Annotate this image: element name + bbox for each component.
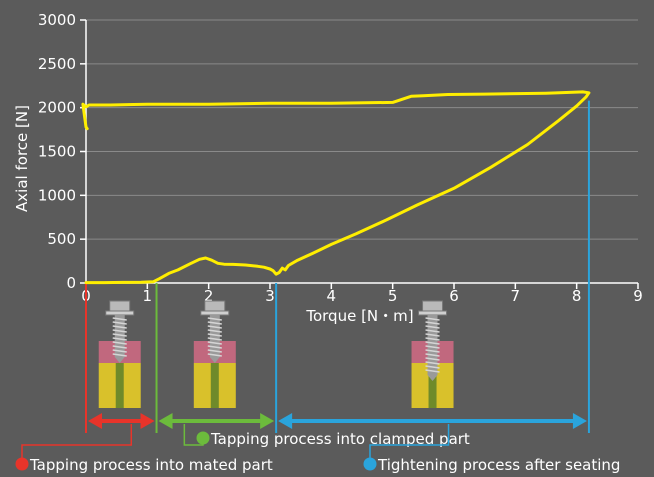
y-tick-label: 1000 bbox=[38, 186, 76, 204]
bolt-thread bbox=[425, 361, 440, 365]
bolt-thread bbox=[425, 353, 440, 357]
legend-tapping-mated: Tapping process into mated part bbox=[29, 456, 273, 474]
phase-boundaries bbox=[85, 100, 590, 433]
bolt-thread bbox=[112, 325, 127, 329]
bolt-thread bbox=[425, 321, 440, 325]
bolt-thread bbox=[112, 333, 127, 337]
legend-tightening: Tightening process after seating bbox=[377, 456, 620, 474]
bolt-thread bbox=[207, 321, 222, 325]
y-tick-label: 2000 bbox=[38, 99, 76, 117]
legend-dot bbox=[196, 431, 210, 445]
bolt-shank bbox=[209, 315, 220, 357]
series-axial-force-line bbox=[81, 90, 591, 285]
bolt-thread bbox=[112, 321, 127, 325]
phase-legend: Tapping process into mated part Tapping … bbox=[15, 424, 620, 474]
x-tick-label: 6 bbox=[449, 287, 459, 305]
phase-arrow-head-left bbox=[278, 413, 293, 429]
gridlines bbox=[86, 19, 638, 240]
phase-arrow-head-left bbox=[88, 413, 102, 429]
bolt-thread bbox=[425, 341, 440, 345]
bolt-thread bbox=[207, 337, 222, 341]
bolt-illustration bbox=[411, 300, 454, 408]
bolt-thread bbox=[207, 345, 222, 349]
x-tick-label: 8 bbox=[572, 287, 582, 305]
bolt-thread bbox=[112, 345, 127, 349]
legend-connector bbox=[21, 424, 133, 464]
bolt-thread bbox=[112, 353, 127, 357]
bolt-illustration bbox=[193, 300, 236, 408]
bolt-thread bbox=[207, 353, 222, 357]
bolt-thread bbox=[425, 317, 440, 321]
y-tick-label: 0 bbox=[66, 274, 76, 292]
bolt-washer bbox=[105, 310, 135, 316]
bolt-thread bbox=[112, 329, 127, 333]
bolt-illustration bbox=[98, 300, 141, 408]
bolt-thread bbox=[425, 333, 440, 337]
x-tick-label: 7 bbox=[511, 287, 521, 305]
y-axis-title: Axial force [N] bbox=[13, 105, 31, 212]
phase-arrow-head-left bbox=[158, 413, 173, 429]
bolt-head bbox=[109, 300, 131, 312]
y-tick-label: 2500 bbox=[38, 55, 76, 73]
bolt-washer bbox=[418, 310, 448, 316]
bolt-thread bbox=[112, 341, 127, 345]
x-tick-label: 2 bbox=[204, 287, 214, 305]
phase-arrows bbox=[88, 413, 587, 429]
x-tick-label: 1 bbox=[143, 287, 153, 305]
bolt-thread bbox=[425, 325, 440, 329]
bolt-thread bbox=[112, 337, 127, 341]
bolt-thread bbox=[425, 329, 440, 333]
bolt-head bbox=[422, 300, 444, 312]
y-tick-label: 500 bbox=[47, 230, 76, 248]
axes bbox=[80, 19, 639, 289]
bolt-thread bbox=[425, 349, 440, 353]
x-axis-title: Torque [N・m] bbox=[305, 307, 413, 325]
bolt-thread bbox=[425, 357, 440, 361]
bolt-thread bbox=[207, 341, 222, 345]
legend-dot bbox=[363, 457, 377, 471]
bolt-thread bbox=[207, 317, 222, 321]
bolt-thread bbox=[425, 337, 440, 341]
pilot-hole bbox=[210, 363, 219, 408]
bolt-thread bbox=[425, 345, 440, 349]
bolt-thread bbox=[425, 365, 440, 369]
bolt-thread bbox=[207, 329, 222, 333]
phase-arrow-head-right bbox=[572, 413, 587, 429]
bolt-shank bbox=[427, 315, 438, 375]
pilot-hole bbox=[115, 363, 124, 408]
phase-arrow-head-right bbox=[260, 413, 275, 429]
y-tick-labels: 0 500 1000 1500 2000 2500 3000 bbox=[38, 11, 76, 292]
bolt-tip bbox=[114, 357, 125, 363]
bolt-thread bbox=[207, 333, 222, 337]
bolt-thread bbox=[112, 349, 127, 353]
pilot-hole bbox=[428, 363, 437, 408]
y-tick-label: 3000 bbox=[38, 11, 76, 29]
bolt-shank bbox=[114, 315, 125, 357]
bolt-thread bbox=[112, 317, 127, 321]
x-tick-label: 3 bbox=[265, 287, 275, 305]
bolt-thread bbox=[207, 325, 222, 329]
bolt-thread bbox=[207, 349, 222, 353]
bolt-head bbox=[204, 300, 226, 312]
legend-dot bbox=[15, 457, 29, 471]
x-tick-label: 4 bbox=[327, 287, 337, 305]
legend-tapping-clamped: Tapping process into clamped part bbox=[210, 430, 470, 448]
bolt-tip bbox=[427, 375, 438, 381]
x-tick-label: 5 bbox=[388, 287, 398, 305]
bolt-tip bbox=[209, 357, 220, 363]
bolt-thread bbox=[425, 369, 440, 373]
bolt-illustrations bbox=[98, 300, 454, 408]
legend-connector bbox=[369, 424, 450, 464]
bolt-washer bbox=[200, 310, 230, 316]
phase-arrow-head-right bbox=[140, 413, 155, 429]
x-tick-label: 9 bbox=[633, 287, 643, 305]
y-tick-label: 1500 bbox=[38, 143, 76, 161]
